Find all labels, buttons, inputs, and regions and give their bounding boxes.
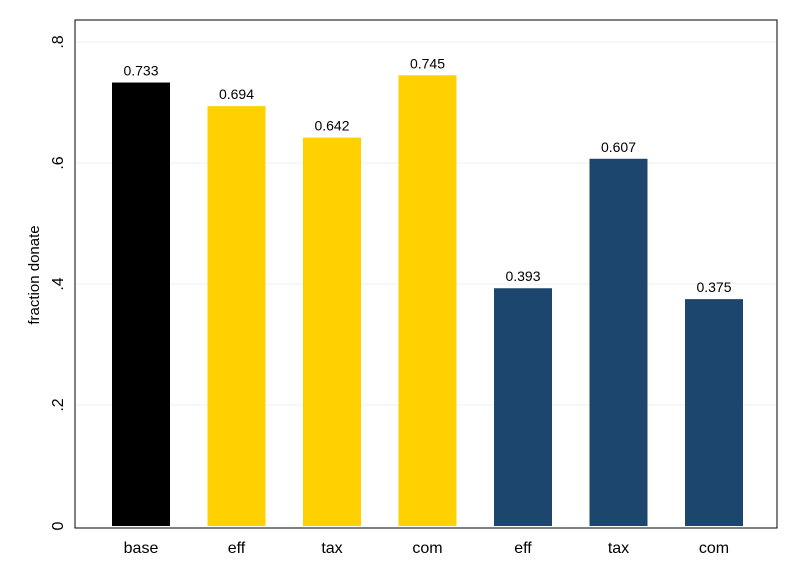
bar-value-labels: 0.733 0.694 0.642 0.745 0.393 0.607 0.375 xyxy=(123,55,731,295)
bars xyxy=(112,75,743,527)
bar xyxy=(398,75,457,527)
y-tick-label: 0 xyxy=(50,521,67,530)
bar-value-label: 0.733 xyxy=(123,63,158,79)
x-tick-label: tax xyxy=(608,540,629,557)
bar-value-label: 0.393 xyxy=(505,268,540,284)
bar-value-label: 0.375 xyxy=(696,279,731,295)
bar xyxy=(685,299,743,526)
y-tick-label: .6 xyxy=(50,156,67,169)
bar xyxy=(589,158,648,526)
x-tick-label: eff xyxy=(514,540,532,557)
bar xyxy=(112,82,170,526)
x-tick-label: com xyxy=(412,540,442,557)
bar xyxy=(207,106,266,526)
bar-value-label: 0.694 xyxy=(219,86,254,102)
y-axis-title: fraction donate xyxy=(26,225,43,324)
bar-value-label: 0.607 xyxy=(601,139,636,155)
x-tick-label: base xyxy=(124,540,159,557)
bar-value-label: 0.642 xyxy=(314,118,349,134)
bar xyxy=(494,288,552,526)
x-tick-label: tax xyxy=(321,540,342,557)
x-tick-label: eff xyxy=(228,540,246,557)
axes: 0 .2 .4 .6 .8 base eff tax com eff tax com xyxy=(50,35,729,557)
y-tick-label: .2 xyxy=(50,398,67,411)
y-tick-label: .8 xyxy=(50,35,67,48)
bar xyxy=(303,137,361,526)
bar-value-label: 0.745 xyxy=(410,55,445,71)
x-tick-label: com xyxy=(699,540,729,557)
y-tick-label: .4 xyxy=(50,277,67,290)
